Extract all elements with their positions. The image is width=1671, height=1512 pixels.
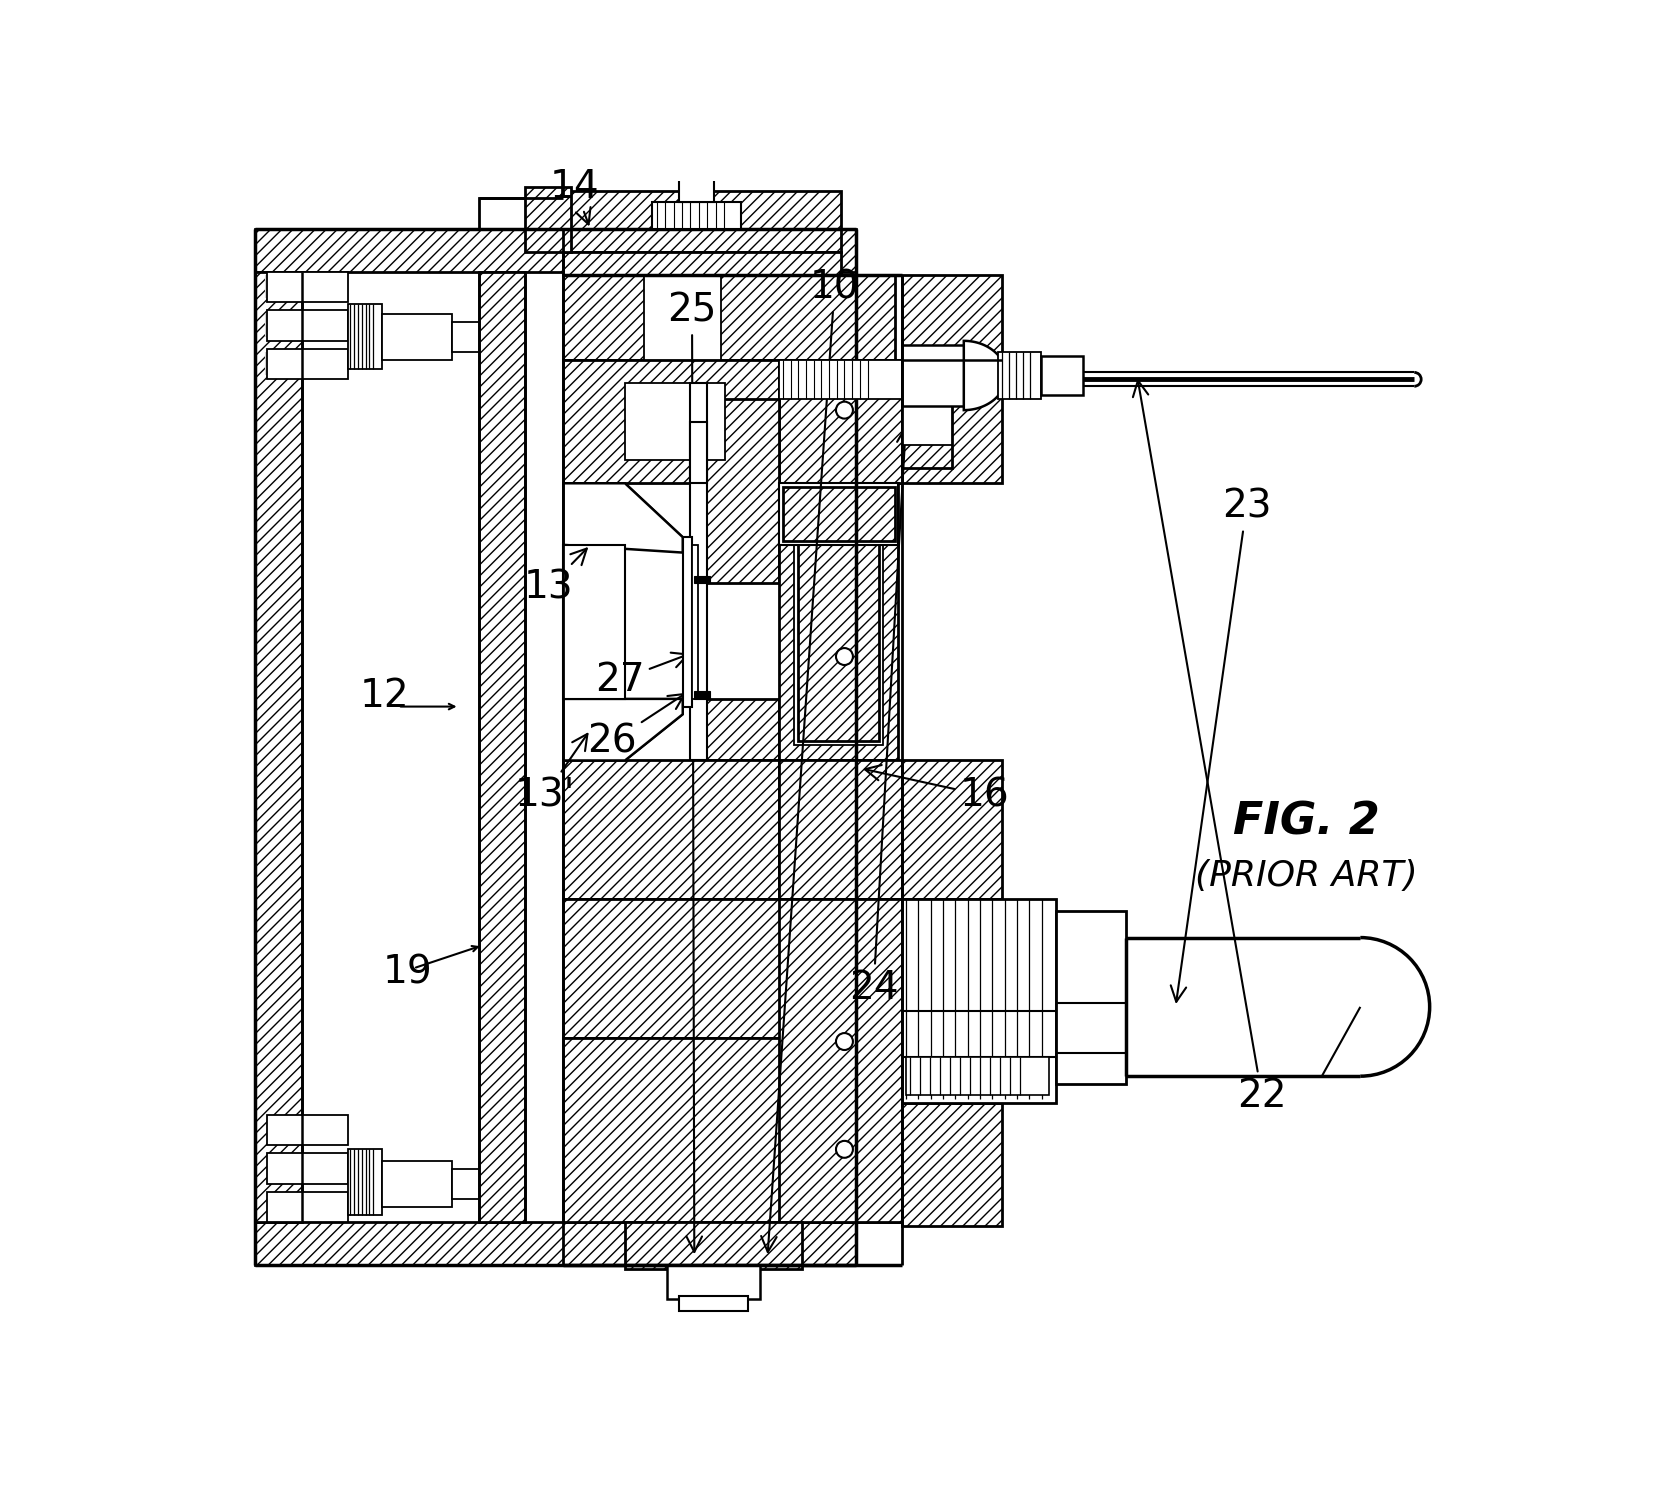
Text: 13': 13' [515,733,588,815]
Bar [902,900,1056,1104]
Bar [683,537,692,706]
Bar [383,1161,451,1207]
Text: 14: 14 [550,168,600,224]
Bar [348,1149,383,1214]
Text: 12: 12 [359,676,409,715]
Bar [563,544,625,699]
Text: 23: 23 [1171,488,1272,1002]
Bar [902,345,964,407]
Text: 27: 27 [595,653,688,699]
Bar [902,395,952,445]
Text: 13: 13 [523,549,587,606]
Bar [267,1114,348,1146]
Bar [799,502,879,741]
Bar [1041,357,1083,395]
Bar [256,230,856,272]
Text: 26: 26 [587,694,685,761]
Bar [667,1266,760,1299]
Bar [525,187,571,253]
Bar [782,487,894,541]
Bar [625,383,725,460]
Bar [563,191,841,253]
Bar [902,1104,1003,1226]
Bar [695,576,710,584]
Bar [902,360,1003,484]
Bar [999,352,1041,399]
Text: 10: 10 [760,269,859,1252]
Bar [348,304,383,369]
Bar [267,1154,348,1184]
Bar [779,360,902,399]
Polygon shape [964,340,1006,410]
Text: 25: 25 [667,292,717,1252]
Bar [563,275,894,360]
Bar [678,1296,749,1311]
Circle shape [836,1142,852,1158]
Bar [779,484,899,544]
Bar [478,198,563,230]
Text: (PRIOR ART): (PRIOR ART) [1195,859,1417,894]
Bar [563,275,902,1266]
Text: 16: 16 [866,765,1009,815]
Bar [563,253,841,275]
Bar [563,900,902,1037]
Bar [906,1057,1048,1095]
Bar [695,691,710,699]
Bar [692,544,698,699]
Bar [451,322,478,352]
Bar [779,900,902,1223]
Bar [652,203,740,230]
Circle shape [836,649,852,665]
Bar [563,761,779,900]
Bar [794,499,882,745]
Bar [383,314,451,360]
Bar [779,360,902,484]
Bar [902,275,1003,360]
Bar [902,330,979,422]
Bar [690,383,707,761]
Polygon shape [563,699,683,761]
Text: 24: 24 [849,426,912,1007]
Bar [625,1223,802,1269]
Polygon shape [563,699,683,761]
Bar [678,178,714,203]
Bar [779,761,902,900]
Bar [902,761,1003,900]
Bar [779,360,902,484]
Bar [267,1191,348,1223]
Bar [902,367,952,467]
Bar [690,422,707,484]
Bar [645,275,722,360]
Polygon shape [563,484,683,552]
Bar [705,699,779,761]
Bar [256,1223,856,1266]
Bar [705,399,779,584]
Bar [478,272,525,1223]
Bar [1056,910,1126,1084]
Bar [779,484,899,761]
Circle shape [836,1033,852,1049]
Bar [563,360,894,484]
Bar [267,272,348,302]
Bar [267,349,348,380]
Text: 19: 19 [383,954,433,992]
Bar [256,272,301,1223]
Text: FIG. 2: FIG. 2 [1233,800,1380,844]
Polygon shape [563,484,683,544]
Text: 22: 22 [1133,381,1287,1114]
Bar [451,1169,478,1199]
Bar [563,1037,902,1223]
Circle shape [836,402,852,419]
Bar [267,310,348,340]
